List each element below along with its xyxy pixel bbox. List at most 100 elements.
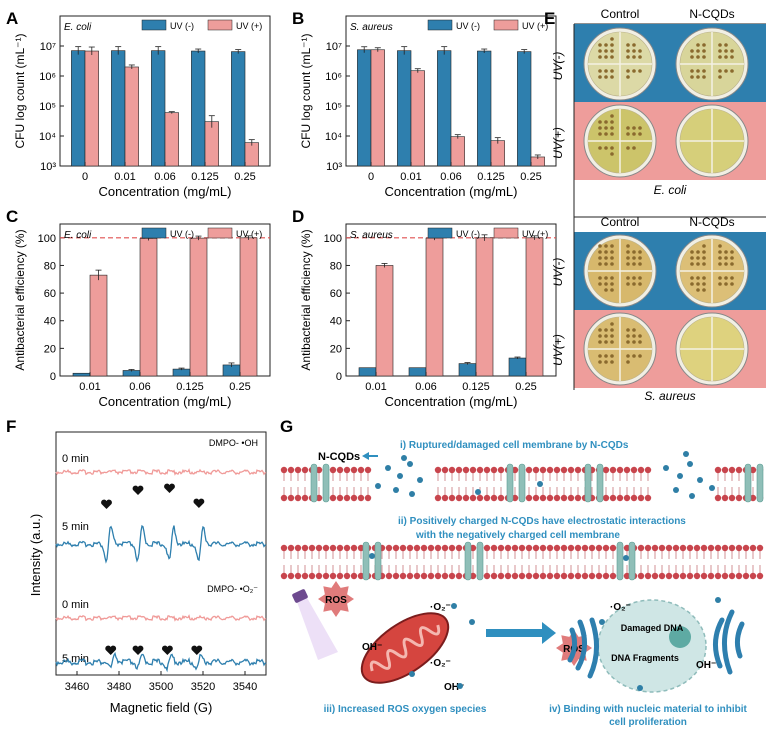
colony-dot bbox=[718, 276, 722, 280]
membrane-top-lipid-head bbox=[721, 494, 729, 502]
y-tick-label: 20 bbox=[330, 343, 342, 355]
colony-dot bbox=[610, 120, 614, 124]
x-tick-label: 0.01 bbox=[365, 381, 386, 393]
membrane-bottom-lipid-head bbox=[490, 544, 498, 552]
esr-trace-oh-5min bbox=[55, 524, 267, 564]
colony-dot bbox=[724, 43, 728, 47]
membrane-bottom-lipid-head bbox=[609, 572, 617, 580]
y-tick-label: 60 bbox=[330, 288, 342, 300]
bar-uv-minus bbox=[191, 50, 206, 167]
y-tick-label: 60 bbox=[44, 288, 56, 300]
colony-dot bbox=[604, 288, 608, 292]
colony-dot bbox=[626, 250, 630, 254]
membrane-bottom-lipid-head bbox=[469, 544, 477, 552]
bar-uv-plus bbox=[204, 121, 219, 167]
bar-uv-plus bbox=[139, 238, 158, 377]
colony-dot bbox=[638, 250, 642, 254]
esr-trace-o2-0min bbox=[55, 614, 267, 622]
membrane-bottom-lipid-head bbox=[518, 572, 526, 580]
membrane-top-lipid-head bbox=[336, 494, 344, 502]
colony-dot bbox=[696, 69, 700, 73]
organism-label: S. aureus bbox=[350, 22, 393, 33]
colony-dot bbox=[702, 55, 706, 59]
y-tick-label: 80 bbox=[44, 260, 56, 272]
oh-ion-1: OH⁻ bbox=[362, 642, 382, 653]
membrane-top-lipid-head bbox=[574, 494, 582, 502]
colony-dot bbox=[696, 55, 700, 59]
membrane-top-lipid-head bbox=[329, 466, 337, 474]
membrane-top-lipid-head bbox=[280, 466, 288, 474]
esr-trace-o2-5min bbox=[55, 651, 267, 673]
bar-uv-plus bbox=[189, 237, 208, 377]
y-tick-label: 40 bbox=[44, 316, 56, 328]
membrane-top-lipid-head bbox=[462, 466, 470, 474]
colony-dot bbox=[730, 262, 734, 266]
membrane-bottom-lipid-head bbox=[434, 544, 442, 552]
damaged-dna-label: Damaged DNA bbox=[621, 623, 684, 633]
bar-uv-minus bbox=[517, 51, 532, 167]
membrane-bottom-lipid-head bbox=[483, 572, 491, 580]
membrane-bottom-lipid-head bbox=[672, 572, 680, 580]
membrane-channel bbox=[322, 463, 330, 503]
colony-dot bbox=[598, 354, 602, 358]
chart-d-saureus-efficiency: 0 20 40 60 80 100 0.01 0.06 0.125 0.25Concentrati… bbox=[299, 223, 557, 409]
membrane-bottom-lipid-head bbox=[511, 572, 519, 580]
colony-dot bbox=[730, 55, 734, 59]
step-2a-label: ii) Positively charged N-CQDs have elect… bbox=[398, 516, 686, 527]
bar-uv-minus bbox=[508, 357, 527, 377]
colony-dot bbox=[696, 276, 700, 280]
colony-dot bbox=[598, 262, 602, 266]
colony-dot bbox=[718, 55, 722, 59]
colony-dot bbox=[604, 120, 608, 124]
membrane-bottom-lipid-head bbox=[469, 572, 477, 580]
colony-dot bbox=[702, 262, 706, 266]
colony-dot bbox=[632, 328, 636, 332]
o2-radical-3: ·O₂⁻ bbox=[610, 602, 631, 613]
legend-label-uv-plus: UV (+) bbox=[236, 21, 262, 31]
membrane-bottom-lipid-head bbox=[294, 544, 302, 552]
panel-e-plates: Control N-CQDs UV(-) UV(+) E. coli Contr… bbox=[551, 7, 766, 403]
x-tick-label: 0.25 bbox=[229, 381, 250, 393]
membrane-bottom-lipid-head bbox=[343, 572, 351, 580]
membrane-bottom-lipid-head bbox=[574, 572, 582, 580]
colony-dot bbox=[610, 288, 614, 292]
membrane-bottom-lipid-head bbox=[483, 544, 491, 552]
bar-uv-minus bbox=[172, 368, 191, 377]
membrane-bottom-lipid-head bbox=[658, 544, 666, 552]
y-tick-label: 100 bbox=[38, 233, 56, 245]
colony-dot bbox=[724, 69, 728, 73]
plates-row-uv-plus-ecoli: UV(+) bbox=[551, 127, 565, 159]
colony-dot bbox=[610, 360, 614, 364]
colony-dot bbox=[610, 244, 614, 248]
membrane-bottom-lipid-head bbox=[700, 572, 708, 580]
colony-dot bbox=[696, 75, 700, 79]
panel-letter-e: E bbox=[544, 9, 555, 28]
membrane-bottom-lipid-head bbox=[385, 544, 393, 552]
ncqd-particle bbox=[697, 477, 703, 483]
x-tick-label: 3480 bbox=[107, 681, 131, 693]
colony-dot bbox=[610, 146, 614, 150]
x-tick-label: 0.125 bbox=[462, 381, 490, 393]
membrane-bottom-lipid-head bbox=[623, 572, 631, 580]
colony-dot bbox=[632, 340, 636, 344]
x-tick-label: 0 bbox=[82, 171, 88, 183]
membrane-top-lipid-head bbox=[637, 494, 645, 502]
membrane-bottom-lipid-head bbox=[560, 544, 568, 552]
colony-dot bbox=[604, 250, 608, 254]
membrane-bottom-lipid-head bbox=[623, 544, 631, 552]
membrane-top-lipid-head bbox=[525, 494, 533, 502]
ncqd-particle bbox=[385, 465, 391, 471]
plates-caption-ecoli: E. coli bbox=[654, 183, 687, 197]
colony-dot bbox=[598, 75, 602, 79]
y-tick-label: 10⁵ bbox=[325, 101, 342, 113]
colony-dot bbox=[610, 262, 614, 266]
membrane-top-lipid-head bbox=[602, 494, 610, 502]
ncqd-particle bbox=[715, 597, 721, 603]
colony-dot bbox=[604, 43, 608, 47]
membrane-bottom-lipid-head bbox=[532, 572, 540, 580]
uv-lamp-icon bbox=[292, 589, 308, 603]
plates-row-uv-minus-saureus: UV(-) bbox=[551, 258, 565, 287]
esr-time-0-oh: 0 min bbox=[62, 453, 89, 465]
membrane-top-lipid-head bbox=[350, 466, 358, 474]
membrane-bottom-lipid-head bbox=[427, 544, 435, 552]
